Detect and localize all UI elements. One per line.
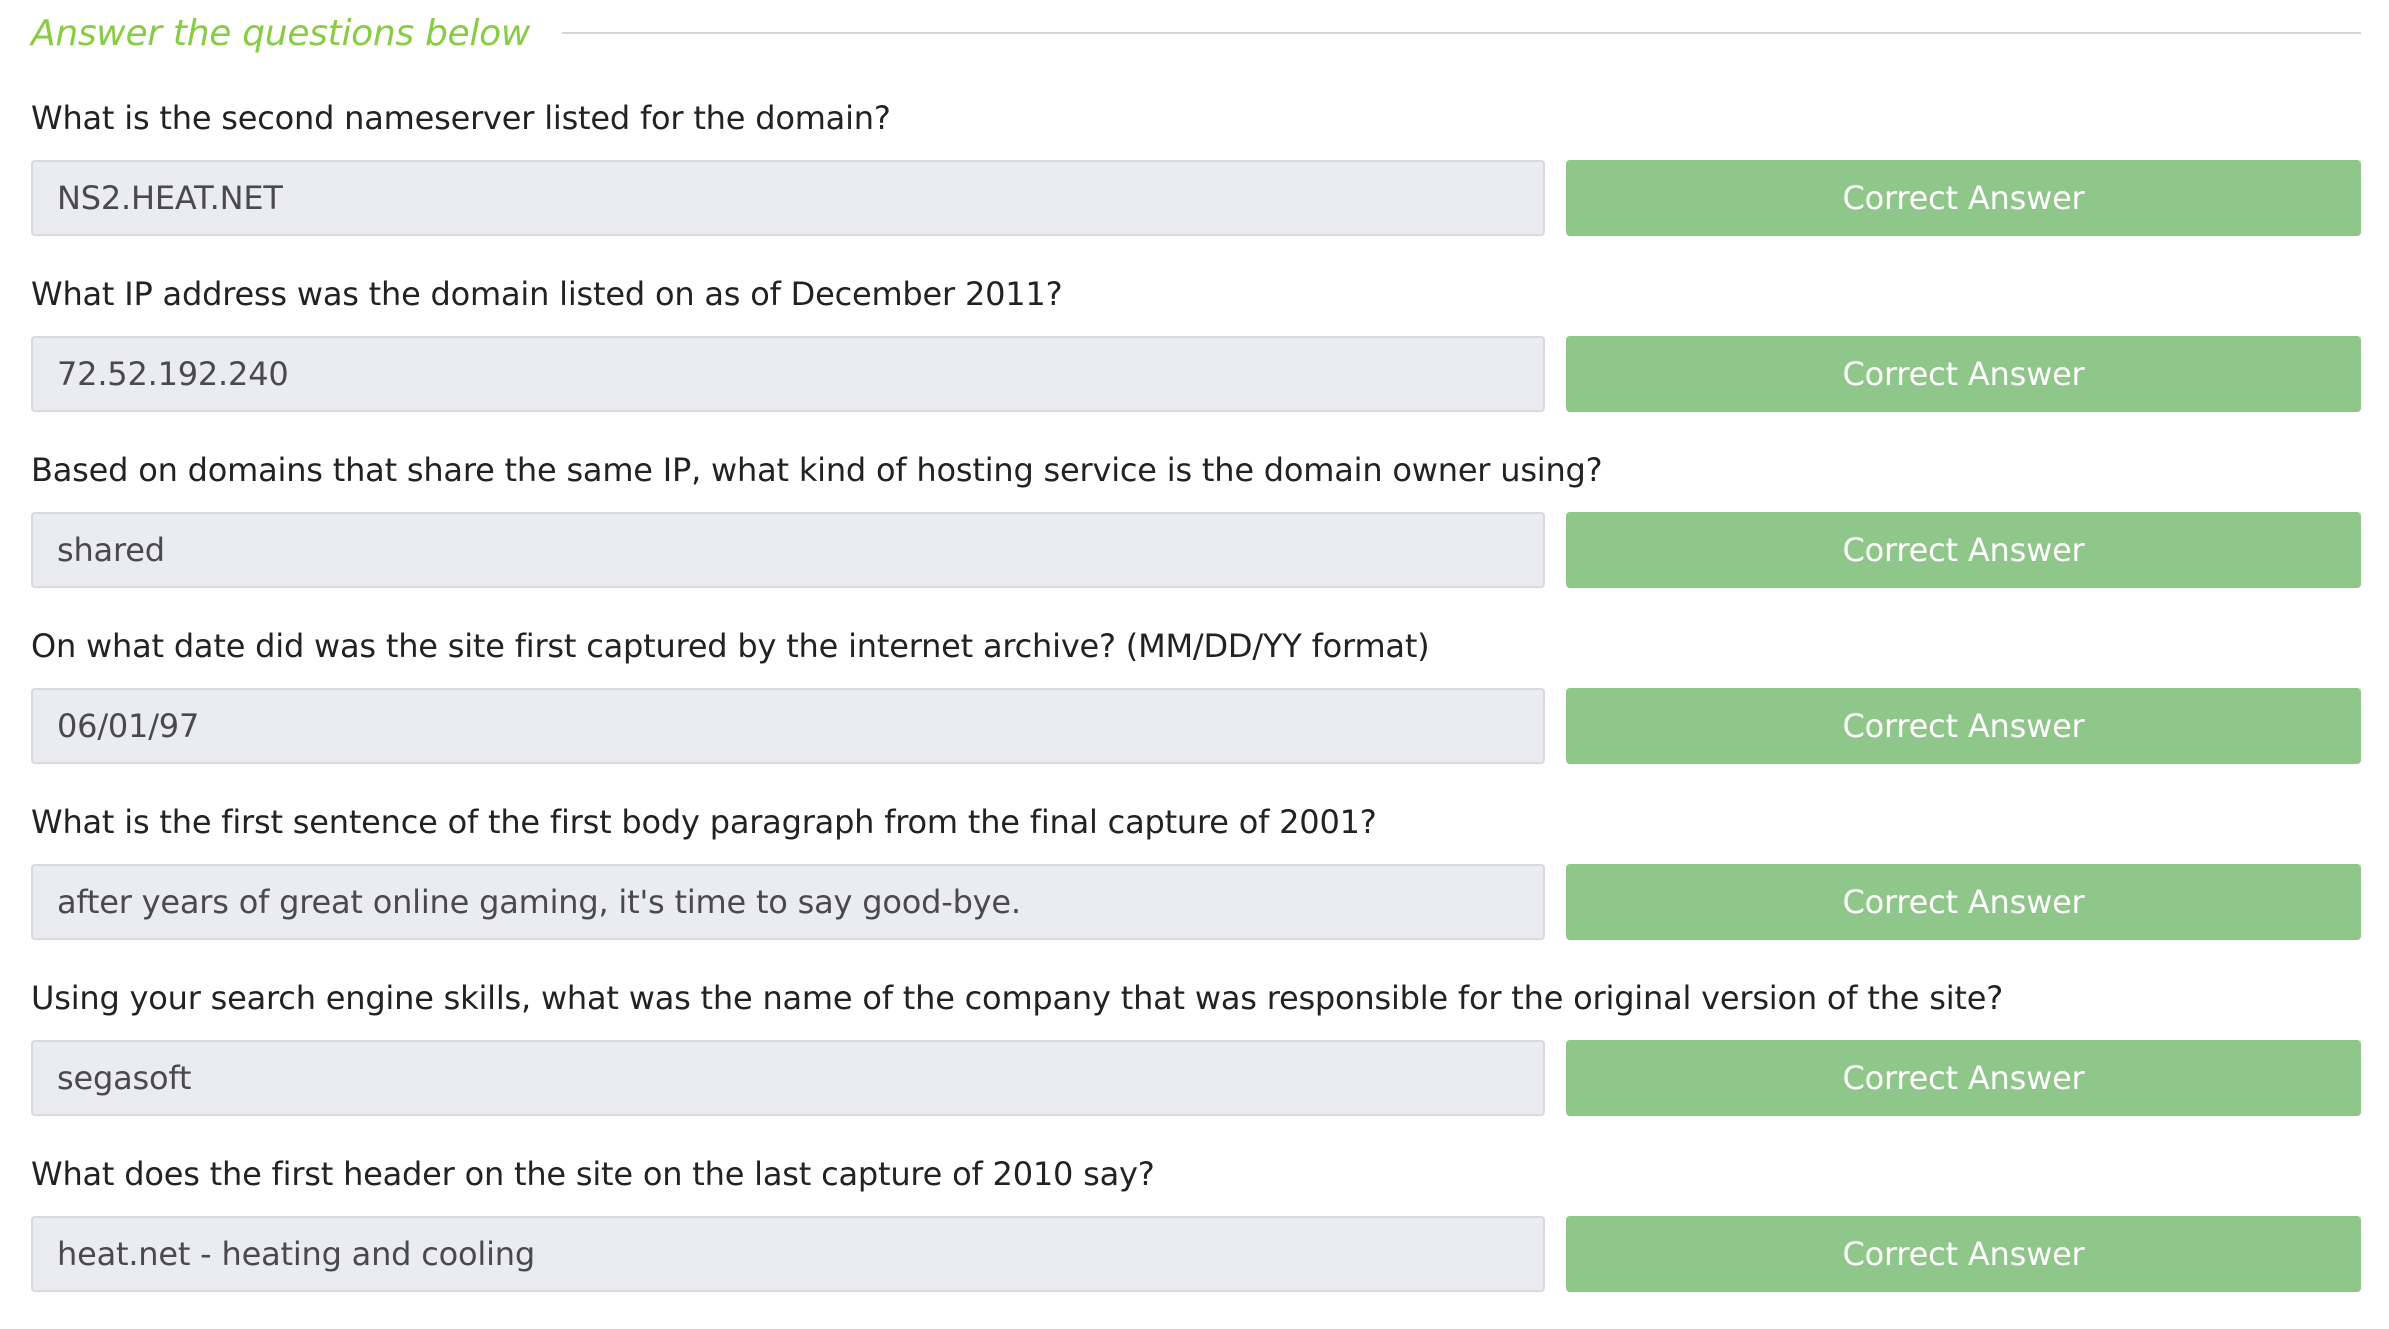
correct-answer-button[interactable]: Correct Answer [1566,688,2361,764]
answer-row: Correct Answer [31,688,2361,764]
section-header: Answer the questions below [31,0,2361,66]
answer-row: Correct Answer [31,160,2361,236]
answer-input[interactable] [31,1040,1545,1116]
answer-input[interactable] [31,864,1545,940]
correct-answer-button[interactable]: Correct Answer [1566,1216,2361,1292]
answer-input[interactable] [31,160,1545,236]
answer-row: Correct Answer [31,864,2361,940]
answer-row: Correct Answer [31,336,2361,412]
question-text: What does the first header on the site o… [31,1155,1155,1193]
section-divider [561,32,2361,34]
correct-answer-button[interactable]: Correct Answer [1566,1040,2361,1116]
answer-input[interactable] [31,1216,1545,1292]
question-item-1: What is the second nameserver listed for… [31,86,2361,262]
correct-answer-button[interactable]: Correct Answer [1566,160,2361,236]
answer-row: Correct Answer [31,1040,2361,1116]
question-item-5: What is the first sentence of the first … [31,790,2361,966]
question-item-6: Using your search engine skills, what wa… [31,966,2361,1142]
question-text: What is the second nameserver listed for… [31,99,891,137]
question-item-2: What IP address was the domain listed on… [31,262,2361,438]
correct-answer-button[interactable]: Correct Answer [1566,336,2361,412]
questions-list: What is the second nameserver listed for… [31,86,2361,1318]
correct-answer-button[interactable]: Correct Answer [1566,864,2361,940]
question-item-3: Based on domains that share the same IP,… [31,438,2361,614]
question-text: What is the first sentence of the first … [31,803,1377,841]
question-item-4: On what date did was the site first capt… [31,614,2361,790]
answer-input[interactable] [31,688,1545,764]
question-text: What IP address was the domain listed on… [31,275,1063,313]
answer-row: Correct Answer [31,512,2361,588]
correct-answer-button[interactable]: Correct Answer [1566,512,2361,588]
answer-input[interactable] [31,336,1545,412]
question-text: On what date did was the site first capt… [31,627,1430,665]
answer-row: Correct Answer [31,1216,2361,1292]
question-text: Using your search engine skills, what wa… [31,979,2004,1017]
question-text: Based on domains that share the same IP,… [31,451,1603,489]
section-title: Answer the questions below [31,12,530,54]
answer-input[interactable] [31,512,1545,588]
question-item-7: What does the first header on the site o… [31,1142,2361,1318]
